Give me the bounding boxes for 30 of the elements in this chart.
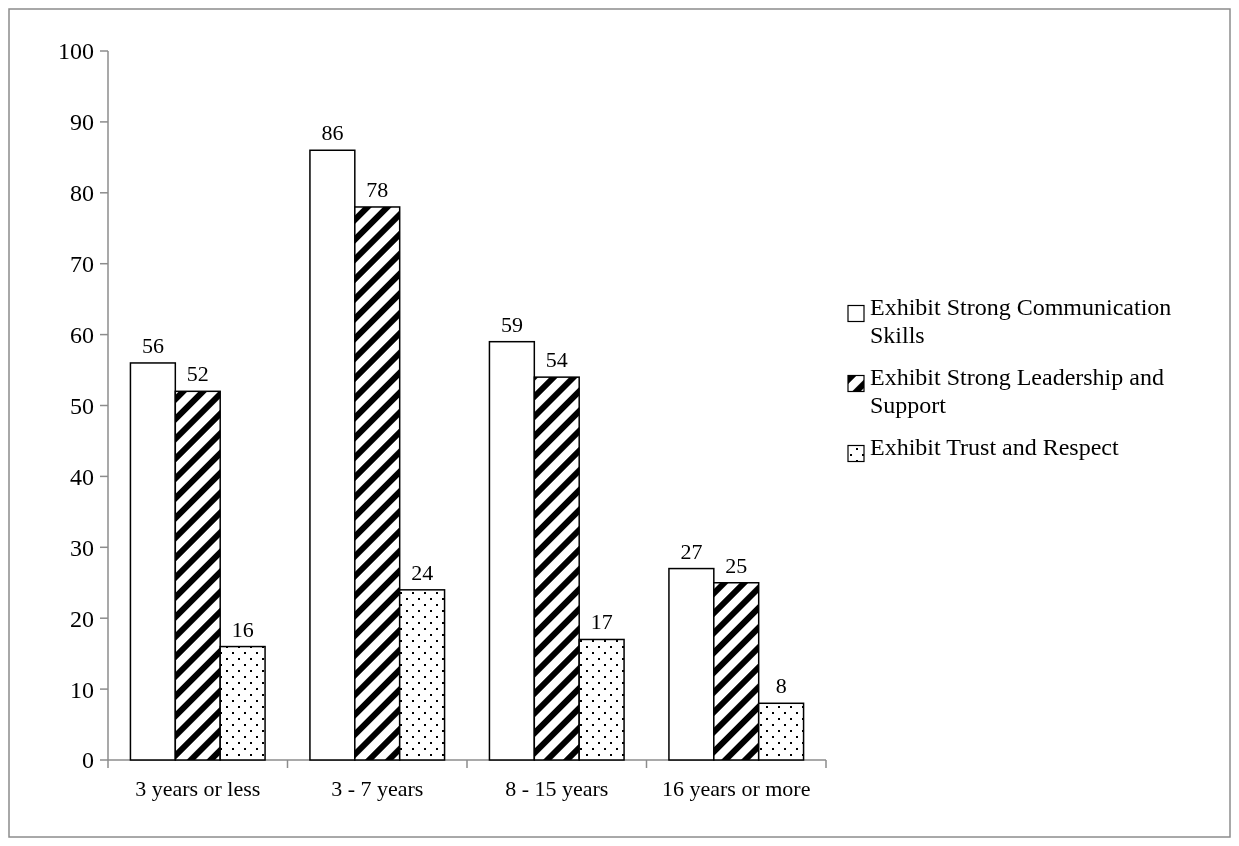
x-tick-label: 3 years or less <box>135 776 261 801</box>
y-tick-label: 20 <box>70 605 94 632</box>
data-label: 17 <box>590 609 613 635</box>
y-tick-label: 100 <box>58 38 94 65</box>
legend-label: Exhibit Trust and Respect <box>870 433 1119 460</box>
y-tick-label: 70 <box>70 251 94 278</box>
data-label: 56 <box>141 332 164 358</box>
y-tick-label: 50 <box>70 392 94 419</box>
data-label: 25 <box>725 552 748 578</box>
legend-label: Exhibit Strong Communication Skills <box>870 293 1172 348</box>
y-tick-label: 30 <box>70 534 94 561</box>
legend-label: Exhibit Strong Leadership and Support <box>870 363 1164 418</box>
y-tick-label: 0 <box>82 747 94 774</box>
y-tick-label: 40 <box>70 463 94 490</box>
data-label: 78 <box>366 176 389 202</box>
x-tick-label: 8 - 15 years <box>505 776 609 801</box>
data-label: 54 <box>545 347 568 373</box>
data-label: 59 <box>500 311 523 337</box>
y-tick-label: 60 <box>70 322 94 348</box>
data-label: 52 <box>186 361 209 387</box>
data-label: 16 <box>231 616 254 642</box>
y-tick-label: 80 <box>70 180 94 207</box>
data-label: 24 <box>411 559 434 585</box>
data-label: 8 <box>775 673 787 699</box>
x-tick-label: 16 years or more <box>662 776 811 801</box>
x-tick-label: 3 - 7 years <box>331 776 424 801</box>
y-tick-label: 10 <box>70 676 94 703</box>
data-label: 86 <box>321 120 344 146</box>
data-label: 27 <box>680 538 703 564</box>
y-tick-label: 90 <box>70 109 94 136</box>
